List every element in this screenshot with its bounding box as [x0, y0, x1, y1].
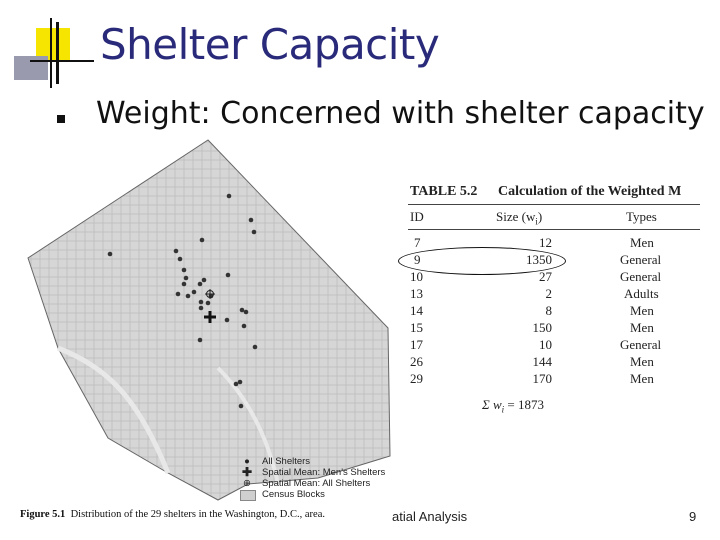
- legend-label: All Shelters: [262, 456, 311, 467]
- legend-label: Census Blocks: [262, 489, 325, 500]
- table-sum: Σ wi = 1873: [482, 397, 545, 415]
- legend-label: Spatial Mean: All Shelters: [262, 478, 371, 489]
- shelter-map: [27, 139, 391, 501]
- table-rule-top: [408, 204, 700, 205]
- circle-plus-icon: ⊕: [243, 478, 251, 489]
- table-title: Calculation of the Weighted M: [498, 184, 682, 199]
- mean-all-shelters-icon: [205, 289, 215, 299]
- cross-icon: ✚: [241, 465, 253, 479]
- slide-title: Shelter Capacity: [100, 20, 440, 69]
- mean-mens-shelters-icon: [204, 311, 216, 323]
- legend-label: Spatial Mean: Men's Shelters: [262, 467, 386, 478]
- highlight-ellipse: [398, 247, 566, 275]
- bullet-marker: [57, 115, 65, 123]
- header-types: Types: [626, 209, 657, 224]
- header-size: Size (wi): [496, 209, 543, 227]
- header-id: ID: [410, 209, 424, 224]
- table-label: TABLE 5.2: [410, 184, 478, 199]
- decor-short-line: [50, 18, 52, 88]
- weighted-mean-table: TABLE 5.2 Calculation of the Weighted M …: [406, 178, 700, 418]
- page-number: 9: [689, 509, 697, 524]
- decor-horizontal-line: [30, 60, 94, 62]
- figure-caption: Figure 5.1 Distribution of the 29 shelte…: [20, 509, 325, 520]
- footer-text: atial Analysis: [392, 509, 468, 524]
- gray-box-icon: [240, 490, 256, 501]
- bullet-text: Weight: Concerned with shelter capacity: [96, 96, 705, 131]
- table-rule-header: [408, 229, 700, 230]
- dot-icon: ●: [244, 456, 250, 467]
- decor-vertical-line: [56, 22, 59, 84]
